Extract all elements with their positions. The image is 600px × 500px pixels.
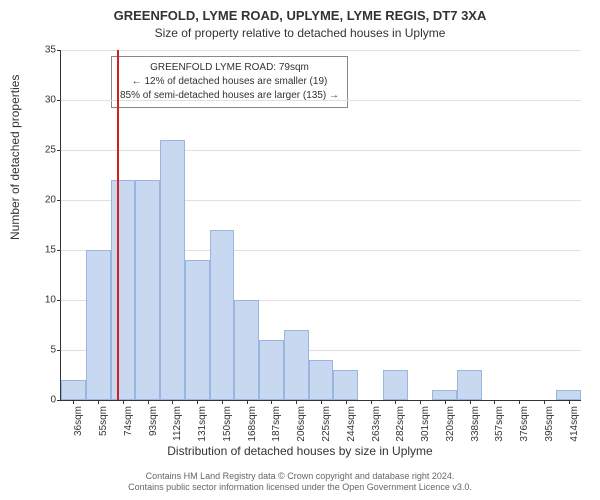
chart-container: GREENFOLD, LYME ROAD, UPLYME, LYME REGIS… <box>0 0 600 500</box>
xtick-mark <box>73 400 74 404</box>
ytick-label: 0 <box>31 395 56 406</box>
chart-title: GREENFOLD, LYME ROAD, UPLYME, LYME REGIS… <box>0 8 600 23</box>
ytick-mark <box>57 50 61 51</box>
ytick-label: 25 <box>31 145 56 156</box>
xtick-mark <box>445 400 446 404</box>
ytick-label: 35 <box>31 45 56 56</box>
histogram-bar <box>61 380 86 400</box>
histogram-bar <box>210 230 235 400</box>
ytick-label: 10 <box>31 295 56 306</box>
y-axis-label: Number of detached properties <box>8 75 22 240</box>
gridline <box>61 100 581 101</box>
xtick-mark <box>321 400 322 404</box>
histogram-bar <box>457 370 482 400</box>
xtick-mark <box>197 400 198 404</box>
histogram-bar <box>135 180 160 400</box>
histogram-bar <box>333 370 358 400</box>
xtick-mark <box>395 400 396 404</box>
footer-line-1: Contains HM Land Registry data © Crown c… <box>0 471 600 483</box>
xtick-mark <box>123 400 124 404</box>
xtick-mark <box>271 400 272 404</box>
xtick-mark <box>346 400 347 404</box>
histogram-bar <box>309 360 334 400</box>
xtick-mark <box>247 400 248 404</box>
xtick-mark <box>148 400 149 404</box>
ytick-mark <box>57 150 61 151</box>
histogram-bar <box>432 390 457 400</box>
xtick-mark <box>222 400 223 404</box>
xtick-mark <box>420 400 421 404</box>
footer: Contains HM Land Registry data © Crown c… <box>0 471 600 494</box>
xtick-mark <box>569 400 570 404</box>
footer-line-2: Contains public sector information licen… <box>0 482 600 494</box>
ytick-mark <box>57 400 61 401</box>
xtick-mark <box>470 400 471 404</box>
ytick-mark <box>57 350 61 351</box>
ytick-mark <box>57 200 61 201</box>
histogram-bar <box>86 250 111 400</box>
info-line-1: GREENFOLD LYME ROAD: 79sqm <box>120 61 339 75</box>
chart-subtitle: Size of property relative to detached ho… <box>0 26 600 40</box>
xtick-mark <box>296 400 297 404</box>
info-line-2: ← 12% of detached houses are smaller (19… <box>120 75 339 89</box>
histogram-bar <box>284 330 309 400</box>
ytick-mark <box>57 100 61 101</box>
histogram-bar <box>234 300 259 400</box>
gridline <box>61 150 581 151</box>
xtick-mark <box>519 400 520 404</box>
xtick-mark <box>371 400 372 404</box>
histogram-bar <box>185 260 210 400</box>
histogram-bar <box>383 370 408 400</box>
plot-area: GREENFOLD LYME ROAD: 79sqm ← 12% of deta… <box>60 50 581 401</box>
ytick-label: 15 <box>31 245 56 256</box>
xtick-mark <box>494 400 495 404</box>
histogram-bar <box>160 140 185 400</box>
ytick-label: 20 <box>31 195 56 206</box>
x-axis-label: Distribution of detached houses by size … <box>0 444 600 458</box>
histogram-bar <box>556 390 581 400</box>
ytick-label: 5 <box>31 345 56 356</box>
gridline <box>61 50 581 51</box>
ytick-mark <box>57 300 61 301</box>
xtick-mark <box>172 400 173 404</box>
xtick-mark <box>98 400 99 404</box>
marker-line <box>117 50 119 400</box>
histogram-bar <box>259 340 284 400</box>
ytick-label: 30 <box>31 95 56 106</box>
ytick-mark <box>57 250 61 251</box>
histogram-bar <box>111 180 136 400</box>
xtick-mark <box>544 400 545 404</box>
